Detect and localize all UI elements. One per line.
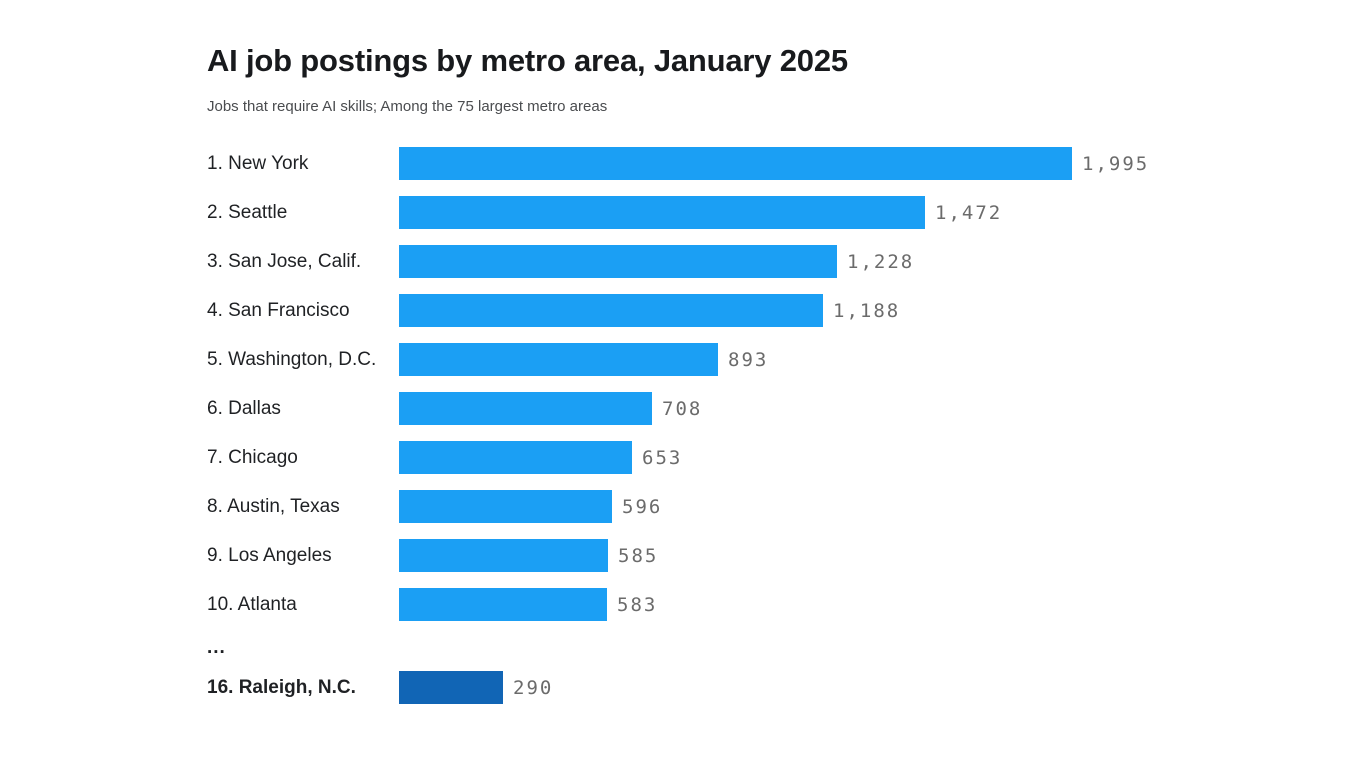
bar — [399, 343, 718, 376]
chart-subtitle: Jobs that require AI skills; Among the 7… — [207, 98, 608, 115]
bar-area: 893 — [399, 343, 768, 376]
chart-title: AI job postings by metro area, January 2… — [207, 43, 848, 78]
chart-row: 2. Seattle 1,472 — [207, 196, 1327, 229]
row-label: 10. Atlanta — [207, 593, 297, 615]
ellipsis-row: ... — [207, 637, 226, 658]
row-label: 2. Seattle — [207, 201, 288, 223]
bar-area: 653 — [399, 441, 682, 474]
value-label: 1,188 — [833, 299, 901, 322]
row-label: 1. New York — [207, 152, 309, 174]
bar — [399, 490, 612, 523]
row-label: 3. San Jose, Calif. — [207, 250, 362, 272]
row-label: 4. San Francisco — [207, 299, 350, 321]
value-label: 893 — [728, 348, 769, 371]
bar-area: 596 — [399, 490, 662, 523]
chart-row: 1. New York 1,995 — [207, 147, 1327, 180]
chart-row: 8. Austin, Texas 596 — [207, 490, 1327, 523]
value-label: 708 — [662, 397, 703, 420]
bar-area: 290 — [399, 671, 553, 704]
chart-container: AI job postings by metro area, January 2… — [207, 42, 1327, 720]
value-label: 583 — [617, 593, 658, 616]
bar — [399, 294, 823, 327]
row-label: 16. Raleigh, N.C. — [207, 676, 356, 698]
value-label: 1,472 — [935, 201, 1003, 224]
value-label: 1,228 — [847, 250, 915, 273]
bar-area: 1,228 — [399, 245, 914, 278]
bar-area: 1,995 — [399, 147, 1149, 180]
row-label: 5. Washington, D.C. — [207, 348, 377, 370]
bar-area: 1,472 — [399, 196, 1002, 229]
bar — [399, 392, 652, 425]
chart-row: 5. Washington, D.C. 893 — [207, 343, 1327, 376]
row-label: 9. Los Angeles — [207, 544, 332, 566]
bar-area: 1,188 — [399, 294, 900, 327]
row-label: 7. Chicago — [207, 446, 298, 468]
value-label: 596 — [622, 495, 663, 518]
value-label: 585 — [618, 544, 659, 567]
chart-row: 10. Atlanta 583 — [207, 588, 1327, 621]
bar — [399, 196, 925, 229]
bar-chart: 1. New York 1,995 2. Seattle 1,472 3. San Jo… — [207, 147, 1327, 704]
chart-row: 9. Los Angeles 585 — [207, 539, 1327, 572]
bar — [399, 441, 632, 474]
bar — [399, 147, 1072, 180]
bar-area: 585 — [399, 539, 658, 572]
chart-row: 4. San Francisco 1,188 — [207, 294, 1327, 327]
value-label: 1,995 — [1082, 152, 1150, 175]
chart-row: 3. San Jose, Calif. 1,228 — [207, 245, 1327, 278]
bar — [399, 245, 837, 278]
bar-area: 583 — [399, 588, 657, 621]
bar — [399, 588, 607, 621]
bar — [399, 539, 608, 572]
bar — [399, 671, 503, 704]
chart-row: 16. Raleigh, N.C. 290 — [207, 671, 1327, 704]
bar-area: 708 — [399, 392, 702, 425]
value-label: 290 — [513, 676, 554, 699]
chart-row: 6. Dallas 708 — [207, 392, 1327, 425]
value-label: 653 — [642, 446, 683, 469]
row-label: 8. Austin, Texas — [207, 495, 340, 517]
row-label: 6. Dallas — [207, 397, 281, 419]
chart-row: 7. Chicago 653 — [207, 441, 1327, 474]
